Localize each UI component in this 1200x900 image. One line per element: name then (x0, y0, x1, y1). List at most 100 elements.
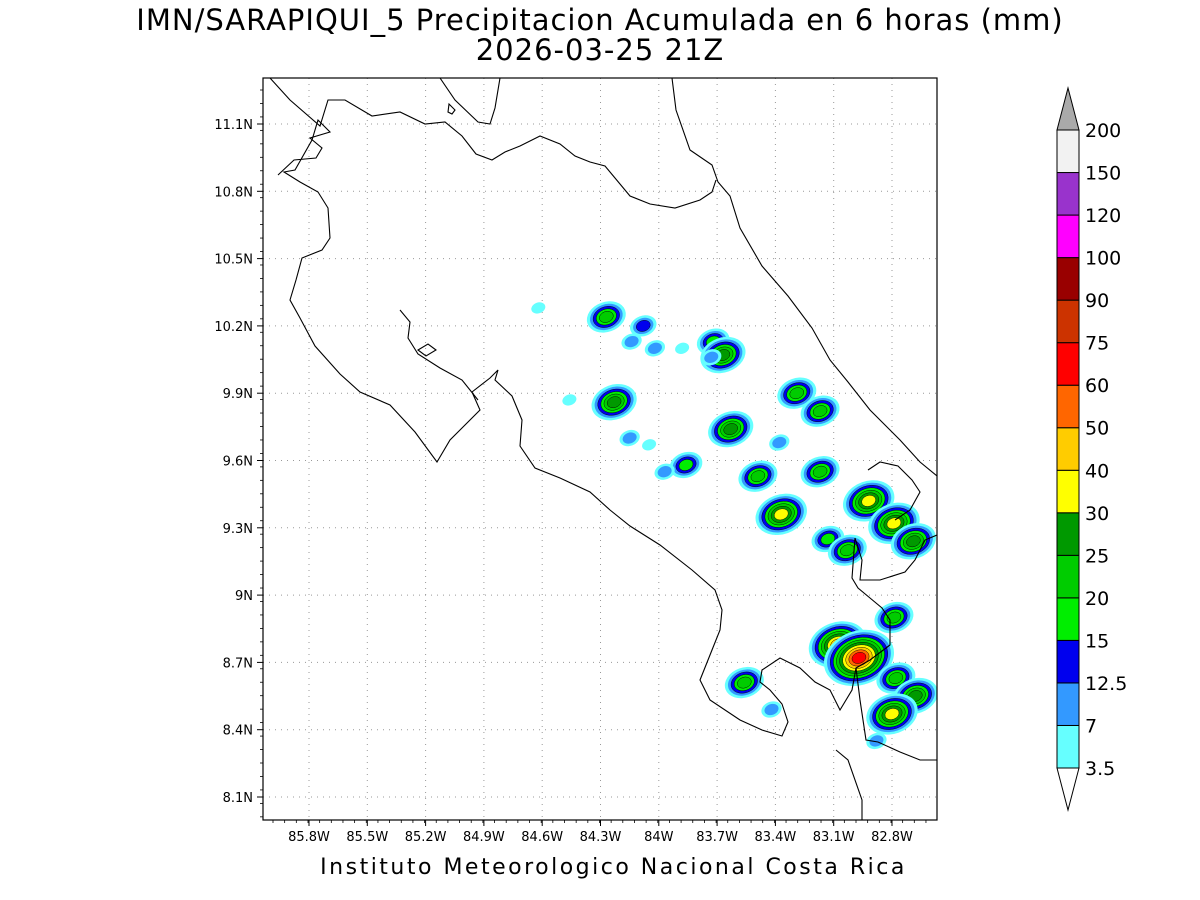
burica-coast (855, 667, 937, 761)
colorbar-segment (1056, 682, 1080, 726)
colorbar-high-extend (1056, 86, 1080, 131)
x-tick-label: 84.3W (580, 830, 622, 845)
colorbar-segment (1056, 257, 1080, 301)
x-tick-label: 83.1W (813, 830, 855, 845)
footer-credit: Instituto Meteorologico Nacional Costa R… (320, 855, 907, 880)
colorbar-segment (1056, 342, 1080, 386)
y-tick-label: 9N (235, 589, 253, 604)
precip-cell (823, 629, 895, 687)
colorbar-low-extend (1056, 767, 1080, 812)
precip-cell (591, 383, 637, 421)
colorbar-segment (1056, 639, 1080, 684)
y-tick-label: 9.9N (223, 387, 253, 402)
x-tick-label: 84W (644, 830, 674, 845)
colorbar-label: 100 (1085, 248, 1121, 270)
y-tick-label: 10.8N (214, 185, 253, 200)
nicaragua-coast (439, 78, 501, 125)
precip-cell (642, 439, 657, 451)
precip-cell (675, 342, 690, 354)
x-tick-label: 83.7W (696, 830, 738, 845)
precip-cell (708, 410, 754, 448)
colorbar-label: 75 (1085, 333, 1109, 355)
colorbar-segment (1056, 172, 1080, 216)
colorbar-label: 50 (1085, 418, 1109, 440)
y-tick-label: 11.1N (214, 118, 253, 133)
colorbar-label: 30 (1085, 503, 1109, 525)
y-tick-label: 10.5N (214, 253, 253, 268)
precip-cell (866, 693, 918, 735)
colorbar-label: 120 (1085, 205, 1121, 227)
y-tick-label: 9.6N (223, 455, 253, 470)
precip-cell (755, 493, 807, 536)
chira-island (417, 343, 437, 357)
precip-cell (800, 456, 840, 488)
precip-cell (800, 395, 840, 427)
precip-cell (842, 480, 895, 522)
precip-cell (892, 677, 937, 715)
precip-cell (769, 434, 790, 451)
x-tick-label: 84.6W (521, 830, 563, 845)
map-subtitle-date: 2026-03-25 21Z (475, 33, 725, 67)
colorbar-segment (1056, 384, 1080, 429)
colorbar-segment (1056, 469, 1080, 514)
precip-cell (827, 534, 867, 566)
y-tick-label: 10.2N (214, 320, 253, 335)
y-tick-label: 8.4N (223, 724, 253, 739)
panama-border (854, 534, 937, 581)
precip-cell (701, 349, 722, 366)
precip-cell (777, 377, 817, 409)
colorbar-label: 3.5 (1085, 758, 1115, 780)
y-tick-label: 8.7N (223, 656, 253, 671)
colorbar-label: 150 (1085, 163, 1121, 185)
x-tick-label: 83.4W (754, 830, 796, 845)
colorbar-label: 12.5 (1085, 673, 1127, 695)
precip-cell (586, 301, 626, 333)
colorbar-label: 60 (1085, 375, 1109, 397)
precip-cell (630, 315, 657, 337)
precip-cell (738, 460, 778, 492)
y-axis: 11.1N 10.8N 10.5N 10.2N 9.9N 9.6N 9.3N 9N 8.7N 8.… (214, 89, 263, 818)
colorbar-segment (1056, 724, 1080, 769)
precip-cell (531, 302, 546, 314)
precip-cell (644, 340, 666, 357)
precip-cell (619, 429, 640, 447)
x-tick-label: 84.9W (463, 830, 505, 845)
lake-island (447, 102, 456, 115)
colorbar-label: 20 (1085, 588, 1109, 610)
panama-coast-south (835, 749, 863, 820)
colorbar-label: 15 (1085, 630, 1109, 652)
bocas-coast (867, 461, 921, 521)
colorbar-label: 40 (1085, 460, 1109, 482)
precip-cell (866, 732, 887, 750)
y-tick-label: 9.3N (223, 522, 253, 537)
colorbar-segment (1056, 597, 1080, 641)
x-tick-label: 85.8W (288, 830, 330, 845)
x-axis: 85.8W 85.5W 85.2W 84.9W 84.6W 84.3W 84W 83.7W 83… (272, 820, 927, 845)
colorbar-segment (1056, 427, 1080, 471)
precip-cell (621, 333, 642, 350)
colorbar-segment (1056, 299, 1080, 344)
colorbar-label: 25 (1085, 545, 1109, 567)
caribbean-coast (671, 78, 937, 477)
colorbar-segment (1056, 129, 1080, 174)
x-tick-label: 85.5W (346, 830, 388, 845)
precipitation-field (531, 301, 937, 750)
precip-cell (654, 463, 675, 480)
colorbar: 3.5 7 12.5 15 20 25 30 40 50 60 75 90 100 120 150 200 (1056, 86, 1127, 812)
colorbar-segment (1056, 214, 1080, 259)
precip-cell (724, 666, 764, 699)
precip-cell (761, 701, 782, 718)
colorbar-segment (1056, 512, 1080, 556)
colorbar-segment (1056, 554, 1080, 599)
map-title: IMN/SARAPIQUI_5 Precipitacion Acumulada … (136, 3, 1064, 37)
coastline-borders (269, 78, 937, 820)
nicaragua-border (269, 78, 717, 209)
pacific-coast (277, 118, 891, 737)
gulf-nicoya (399, 309, 479, 401)
precip-cell (874, 601, 914, 634)
x-tick-label: 85.2W (405, 830, 447, 845)
y-tick-label: 8.1N (223, 791, 253, 806)
precip-cell (562, 394, 577, 406)
colorbar-label: 200 (1085, 120, 1121, 142)
